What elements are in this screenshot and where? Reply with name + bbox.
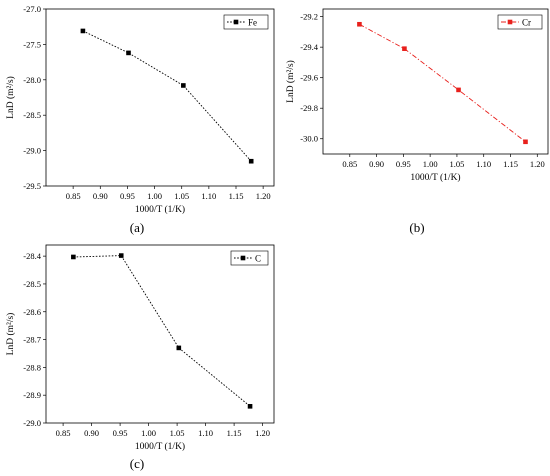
x-axis-title: 1000/T (1/K) xyxy=(410,172,460,183)
legend-box xyxy=(497,14,543,30)
series-line xyxy=(359,23,526,143)
data-point xyxy=(126,50,131,56)
x-tick-label: 1.20 xyxy=(256,191,271,201)
y-tick-label: -29.5 xyxy=(23,181,41,191)
y-tick-label: -29.4 xyxy=(300,42,318,52)
plot-frame xyxy=(45,8,275,187)
panel-caption: (b) xyxy=(409,220,424,235)
data-point xyxy=(118,253,124,258)
legend-label: Cr xyxy=(522,18,531,28)
y-tick-label: -28.9 xyxy=(23,390,41,400)
data-point xyxy=(247,404,253,409)
x-tick-label: 0.85 xyxy=(56,428,71,438)
series-line xyxy=(82,30,252,162)
data-point xyxy=(80,28,86,34)
x-tick-label: 1.20 xyxy=(530,159,545,169)
panel-caption: (c) xyxy=(130,456,144,471)
panel-b: 0.85 0.90 0.95 1.00 1.05 1.10 1.15 1.20 -29.2 -29… xyxy=(285,8,549,235)
data-point xyxy=(176,345,182,351)
y-tick-label: -30.0 xyxy=(300,134,318,144)
legend-marker xyxy=(233,19,239,25)
x-tick-label: 1.10 xyxy=(201,191,216,201)
y-tick-label: -28.7 xyxy=(23,335,41,345)
data-point xyxy=(357,21,362,27)
y-tick-label: -27.0 xyxy=(23,4,41,14)
x-tick-label: 1.00 xyxy=(141,428,156,438)
plot-frame xyxy=(45,244,275,424)
data-point xyxy=(71,254,76,260)
x-tick-label: 0.95 xyxy=(120,191,135,201)
panel-c: 0.85 0.90 0.95 1.00 1.05 1.10 1.15 1.20 -28.4 -28… xyxy=(5,244,275,471)
legend: C xyxy=(230,250,269,266)
x-tick-label: 1.15 xyxy=(503,159,518,169)
y-tick-label: -29.6 xyxy=(300,73,318,83)
legend-label: C xyxy=(255,254,261,264)
y-tick-label: -27.5 xyxy=(23,39,41,49)
legend: Fe xyxy=(223,14,269,30)
data-point xyxy=(181,83,186,88)
legend-label: Fe xyxy=(248,18,257,28)
series-line xyxy=(73,255,251,407)
x-tick-label: 1.00 xyxy=(423,159,438,169)
y-tick-label: -28.5 xyxy=(23,110,41,120)
x-axis-title: 1000/T (1/K) xyxy=(135,441,185,452)
y-tick-label: -28.4 xyxy=(23,251,41,261)
data-point xyxy=(248,158,254,164)
y-tick-label: -29.2 xyxy=(300,12,318,22)
y-axis-title: LnD (m²/s) xyxy=(285,60,296,103)
legend-marker xyxy=(240,255,246,261)
data-point xyxy=(402,46,407,51)
x-tick-label: 0.85 xyxy=(66,191,81,201)
x-tick-label: 0.85 xyxy=(342,159,357,169)
x-tick-label: 1.00 xyxy=(147,191,162,201)
y-tick-label: -28.5 xyxy=(23,279,41,289)
y-tick-label: -29.0 xyxy=(23,146,41,156)
panel-caption: (a) xyxy=(130,220,144,235)
x-tick-label: 0.90 xyxy=(84,428,99,438)
legend-marker xyxy=(507,19,513,25)
y-tick-label: -28.8 xyxy=(23,362,41,372)
y-axis-title: LnD (m²/s) xyxy=(5,313,16,356)
x-tick-label: 1.10 xyxy=(198,428,213,438)
x-tick-label: 0.90 xyxy=(369,159,384,169)
legend-box xyxy=(223,14,269,30)
legend-box xyxy=(230,250,269,266)
x-tick-label: 1.10 xyxy=(476,159,491,169)
x-tick-label: 0.95 xyxy=(396,159,411,169)
y-tick-label: -28.6 xyxy=(23,307,41,317)
y-axis-title: LnD (m²/s) xyxy=(5,76,16,119)
x-tick-label: 1.15 xyxy=(229,191,244,201)
x-tick-label: 0.90 xyxy=(93,191,108,201)
x-axis-title: 1000/T (1/K) xyxy=(135,204,185,215)
data-point xyxy=(523,139,528,145)
data-point xyxy=(456,87,461,93)
y-tick-label: -29.0 xyxy=(23,418,41,428)
x-tick-label: 0.95 xyxy=(113,428,128,438)
plot-frame xyxy=(322,8,549,155)
panel-a: 0.85 0.90 0.95 1.00 1.05 1.10 1.15 1.20 -27.0 -27… xyxy=(5,4,275,235)
x-tick-label: 1.05 xyxy=(449,159,464,169)
legend: Cr xyxy=(497,14,543,30)
x-tick-label: 1.05 xyxy=(174,191,189,201)
x-tick-label: 1.05 xyxy=(170,428,185,438)
y-tick-label: -29.8 xyxy=(300,103,318,113)
y-tick-label: -28.0 xyxy=(23,75,41,85)
x-tick-label: 1.15 xyxy=(227,428,242,438)
x-tick-label: 1.20 xyxy=(255,428,270,438)
